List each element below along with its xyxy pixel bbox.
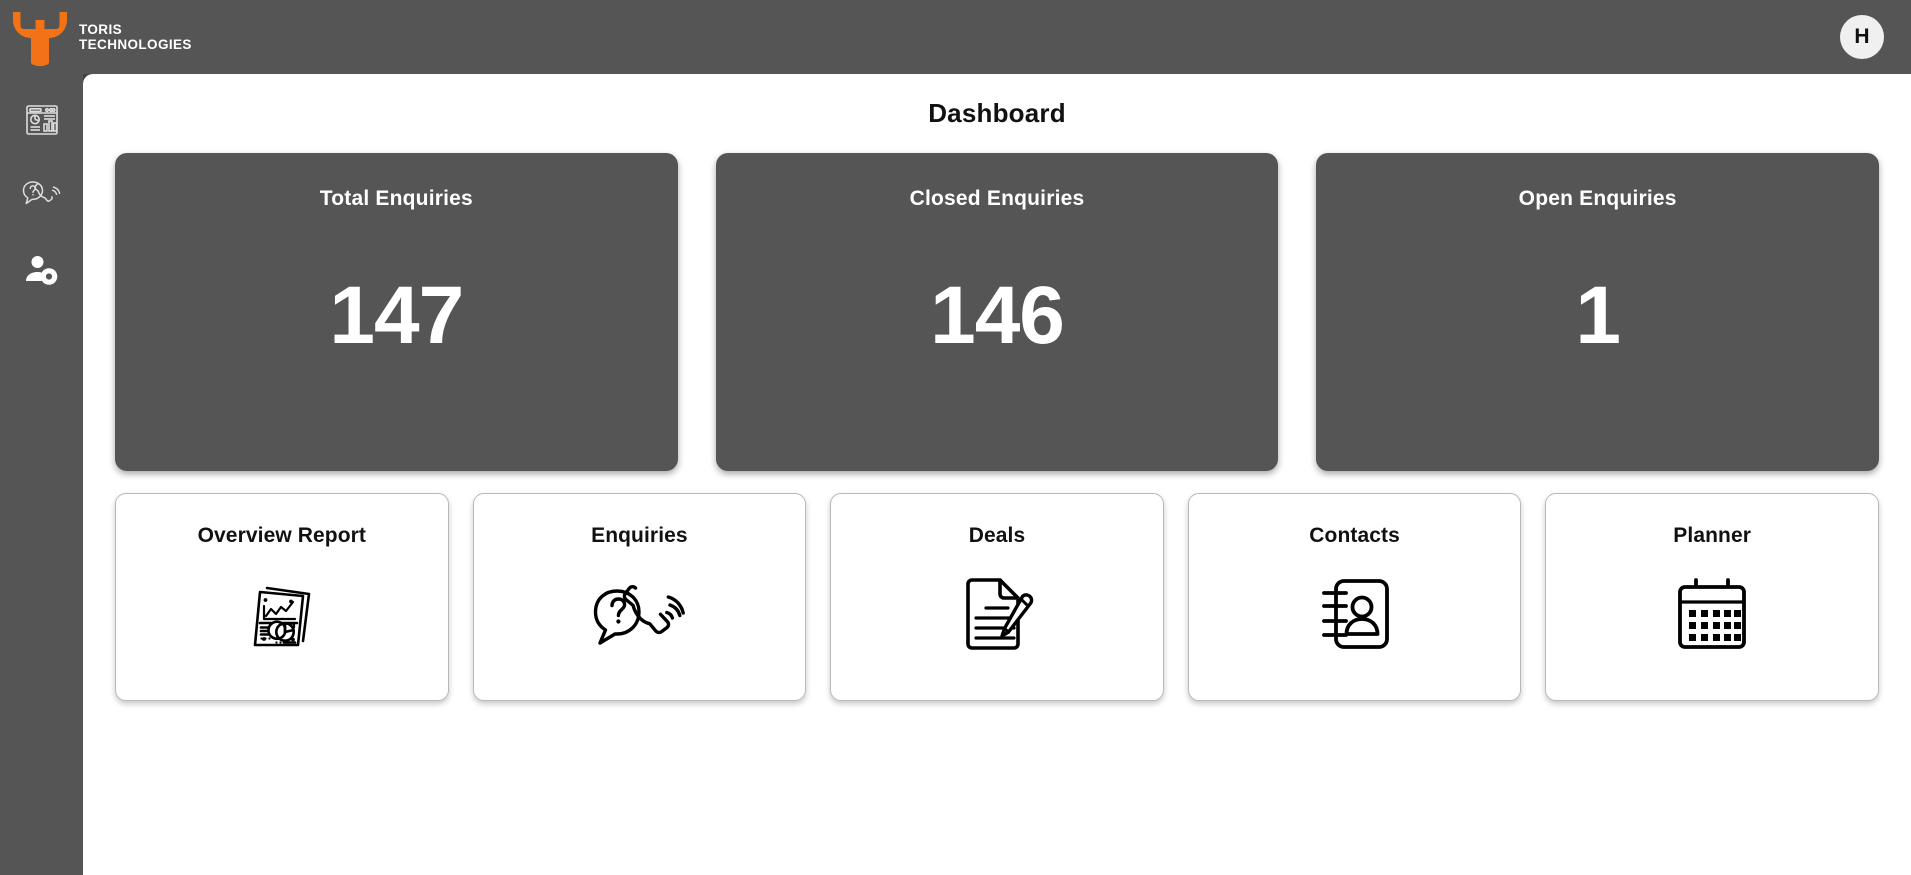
stat-card-total-enquiries[interactable]: Total Enquiries 147 <box>115 153 678 471</box>
tile-icon-wrap <box>945 562 1049 666</box>
tile-contacts[interactable]: Contacts <box>1187 493 1522 701</box>
stat-value: 147 <box>329 270 464 361</box>
enquiry-question-phone-icon <box>22 180 60 204</box>
brand-line-2: TECHNOLOGIES <box>79 37 192 52</box>
brand-text: TORIS TECHNOLOGIES <box>79 21 192 52</box>
stat-card-open-enquiries[interactable]: Open Enquiries 1 <box>1316 153 1880 471</box>
question-bubble-phone-icon <box>594 584 686 645</box>
sidebar-item-dashboard[interactable] <box>0 82 83 157</box>
tile-icon-wrap <box>1660 562 1764 666</box>
stat-label: Closed Enquiries <box>909 187 1085 210</box>
tile-icon-wrap <box>1303 562 1407 666</box>
tile-overview-report[interactable]: Overview Report <box>115 493 449 701</box>
tile-label: Contacts <box>1309 524 1400 547</box>
tile-label: Overview Report <box>197 524 366 547</box>
toris-bull-logo-icon <box>13 12 67 66</box>
top-header: TORIS TECHNOLOGIES H <box>0 0 1911 74</box>
dashboard-report-icon <box>25 104 58 135</box>
documents-chart-icon <box>253 586 311 647</box>
brand-line-1: TORIS <box>79 22 123 38</box>
user-settings-icon <box>25 255 57 285</box>
stat-label: Open Enquiries <box>1518 187 1677 210</box>
tile-label: Enquiries <box>591 524 688 547</box>
stat-value: 146 <box>930 270 1065 361</box>
address-book-person-icon <box>1321 579 1389 649</box>
tile-planner[interactable]: Planner <box>1545 493 1879 701</box>
document-pencil-icon <box>966 578 1034 650</box>
stat-value: 1 <box>1575 270 1621 361</box>
sidebar-item-enquiries[interactable] <box>0 157 83 232</box>
brand-logo-group[interactable]: TORIS TECHNOLOGIES <box>0 0 192 74</box>
tile-icon-wrap <box>587 562 691 666</box>
tile-deals[interactable]: Deals <box>830 493 1164 701</box>
calendar-icon <box>1678 578 1747 649</box>
sidebar-item-user-settings[interactable] <box>0 232 83 307</box>
tile-label: Deals <box>968 524 1026 547</box>
tile-label: Planner <box>1673 524 1752 547</box>
sidebar <box>0 74 83 875</box>
avatar[interactable]: H <box>1840 15 1884 59</box>
stats-row: Total Enquiries 147 Closed Enquiries 146… <box>83 153 1911 471</box>
tile-enquiries[interactable]: Enquiries <box>472 493 807 701</box>
tiles-row: Overview Report <box>83 493 1911 701</box>
content-panel: Dashboard Total Enquiries 147 Closed Enq… <box>83 74 1911 875</box>
page-title: Dashboard <box>928 98 1066 128</box>
tile-icon-wrap <box>230 562 334 666</box>
stat-label: Total Enquiries <box>319 187 473 210</box>
stat-card-closed-enquiries[interactable]: Closed Enquiries 146 <box>715 153 1279 471</box>
